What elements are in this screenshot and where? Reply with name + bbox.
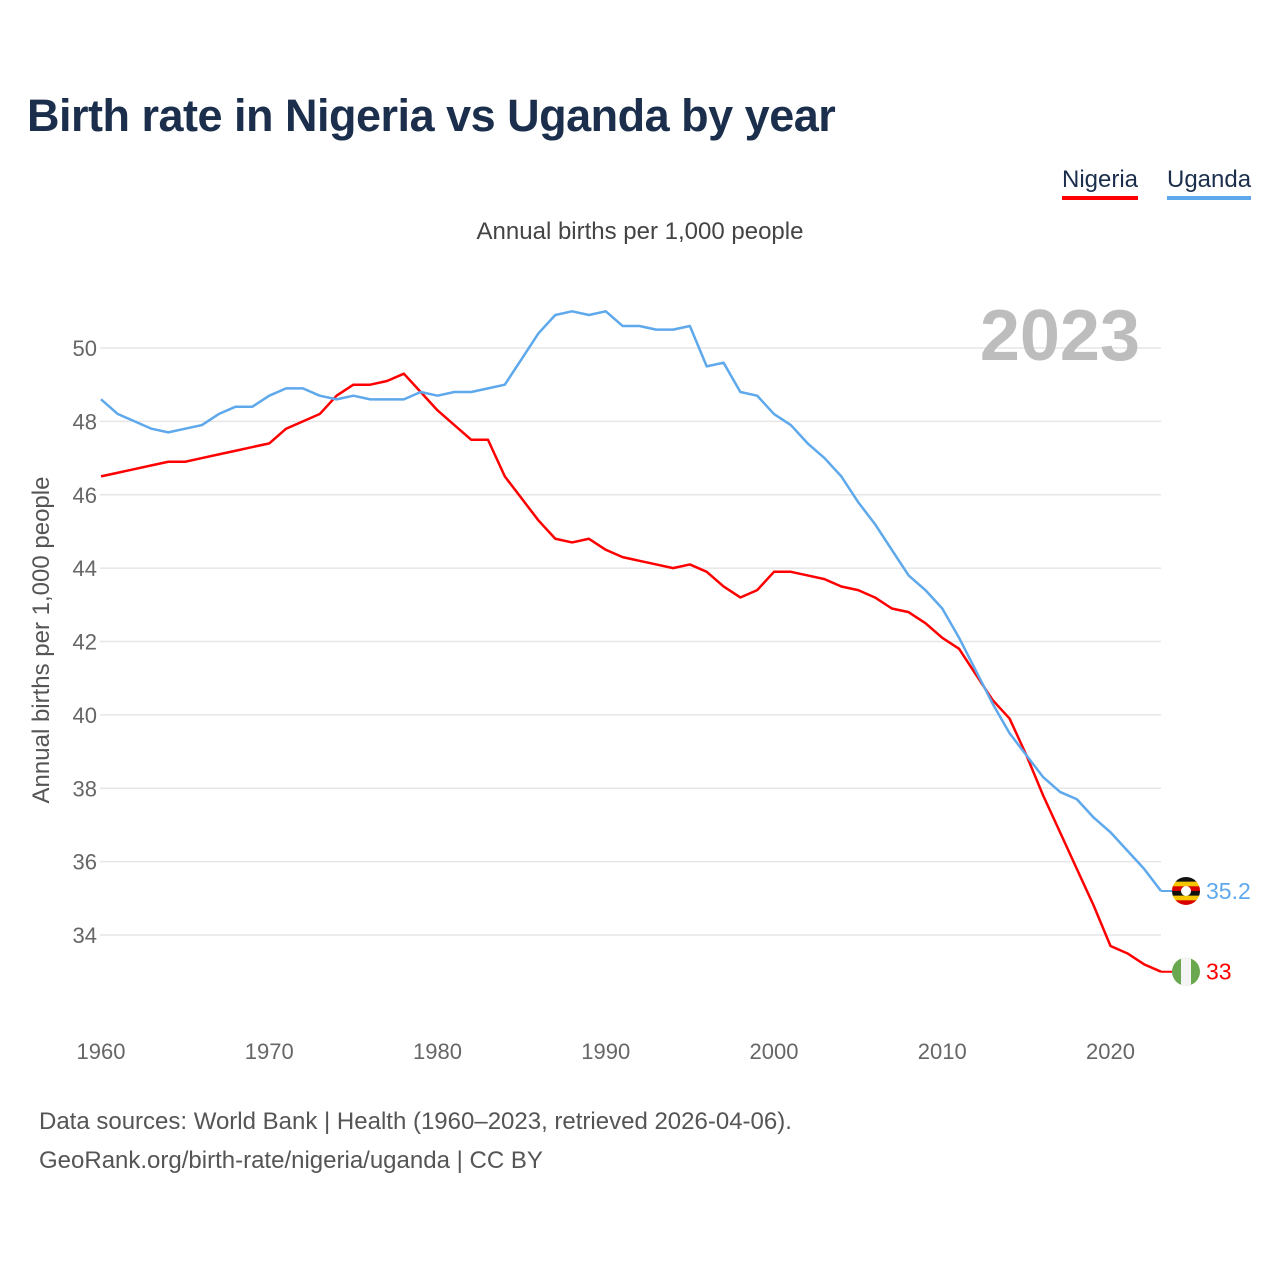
y-tick-label: 48 bbox=[73, 409, 97, 434]
year-watermark: 2023 bbox=[980, 296, 1140, 376]
series-line-uganda bbox=[100, 310, 1162, 892]
chart-subtitle: Annual births per 1,000 people bbox=[476, 218, 804, 245]
end-value-label: 35.2 bbox=[1206, 878, 1251, 904]
flag-stripe bbox=[1172, 900, 1200, 905]
flag-stripe bbox=[1172, 876, 1200, 883]
series-line-nigeria bbox=[100, 372, 1162, 973]
y-tick-label: 50 bbox=[73, 336, 97, 361]
nigeria-flag-icon bbox=[1172, 957, 1200, 986]
y-tick-label: 36 bbox=[73, 850, 97, 875]
legend-nigeria[interactable]: Nigeria bbox=[1062, 166, 1139, 200]
y-tick-label: 46 bbox=[73, 483, 97, 508]
source-link[interactable]: GeoRank.org/birth-rate/nigeria/uganda | … bbox=[39, 1147, 543, 1174]
x-tick-label: 1990 bbox=[581, 1039, 630, 1064]
flag-white bbox=[1181, 957, 1191, 986]
x-tick-label: 1960 bbox=[77, 1039, 126, 1064]
chart-title: Birth rate in Nigeria vs Uganda by year bbox=[27, 90, 836, 141]
legend-uganda[interactable]: Uganda bbox=[1167, 166, 1252, 200]
y-tick-label: 42 bbox=[73, 630, 97, 655]
flag-stripe bbox=[1172, 881, 1200, 887]
flag-body bbox=[1172, 876, 1200, 905]
y-tick-label: 44 bbox=[73, 556, 97, 581]
x-tick-label: 1980 bbox=[413, 1039, 462, 1064]
source-note: Data sources: World Bank | Health (1960–… bbox=[39, 1108, 792, 1135]
y-tick-label: 34 bbox=[73, 923, 97, 948]
end-value-label: 33 bbox=[1206, 959, 1232, 985]
uganda-flag-icon bbox=[1172, 876, 1200, 905]
flag-stripe bbox=[1172, 895, 1200, 901]
y-tick-label: 40 bbox=[73, 703, 97, 728]
x-tick-label: 2010 bbox=[918, 1039, 967, 1064]
flag-emblem bbox=[1181, 885, 1191, 896]
x-tick-label: 1970 bbox=[245, 1039, 294, 1064]
x-tick-label: 2000 bbox=[750, 1039, 799, 1064]
x-tick-label: 2020 bbox=[1086, 1039, 1135, 1064]
y-tick-label: 38 bbox=[73, 776, 97, 801]
flag-body bbox=[1172, 957, 1200, 986]
